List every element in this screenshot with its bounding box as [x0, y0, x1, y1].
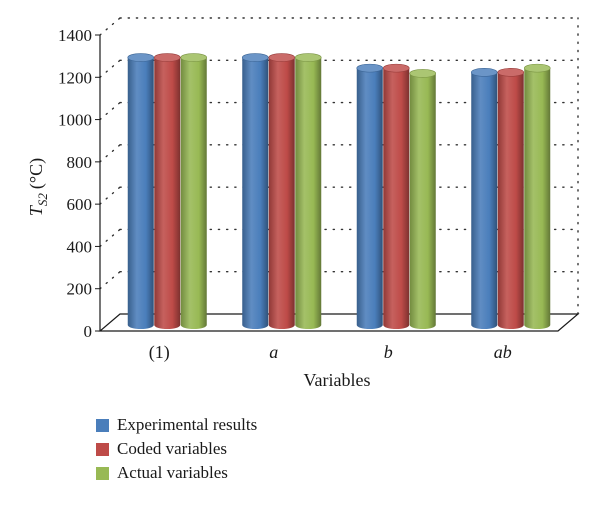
legend-label: Experimental results: [117, 415, 258, 434]
gridline-side: [99, 186, 121, 205]
legend-label: Actual variables: [117, 463, 228, 482]
gridlines: [99, 17, 579, 315]
legend-swatch: [96, 442, 109, 456]
bar-b-series-1: [382, 63, 410, 329]
gridline-side: [99, 228, 121, 248]
bar-body: [154, 57, 181, 330]
gridline-side: [99, 59, 121, 78]
bar-b-series-2: [409, 69, 437, 330]
bar-a-series-1: [268, 53, 296, 330]
y-tick-label: 800: [67, 153, 93, 172]
axes: [95, 34, 580, 332]
bar-ab-series-2: [523, 63, 551, 329]
floor: [98, 313, 580, 332]
y-axis-title: TS2(°C): [26, 158, 50, 216]
y-tick-label: 0: [84, 322, 93, 341]
y-tick-label: 200: [67, 280, 93, 299]
x-tick-label: a: [269, 342, 278, 362]
x-tick-label: (1): [149, 342, 170, 363]
y-tick-label: 1200: [58, 68, 92, 87]
bar-body: [127, 57, 154, 330]
bar-body: [497, 72, 524, 329]
bar-top: [127, 53, 155, 62]
bar-top: [382, 63, 410, 73]
gridline-side: [99, 17, 121, 36]
bar-top: [180, 53, 208, 62]
x-axis-title: Variables: [304, 370, 371, 390]
bars: [127, 53, 551, 330]
bar-top: [241, 53, 269, 62]
bar-top: [356, 63, 384, 73]
bar-top: [268, 53, 296, 62]
bar-body: [471, 72, 498, 329]
bar-ab-series-1: [497, 68, 525, 329]
x-tick-label: b: [384, 342, 393, 362]
bar-1-series-2: [180, 53, 208, 330]
bar-body: [268, 57, 295, 330]
bar-body: [409, 73, 436, 330]
legend-label: Coded variables: [117, 439, 227, 458]
bar-1-series-1: [153, 53, 181, 330]
legend-swatch: [96, 418, 109, 432]
gridline-side: [99, 271, 121, 290]
bar-top: [294, 53, 322, 62]
bar-top: [153, 53, 181, 62]
y-tick-label: 400: [67, 237, 93, 256]
legend: Experimental results Coded variables Actua…: [96, 413, 257, 485]
y-tick-label: 600: [67, 195, 93, 214]
bar-a-series-0: [241, 53, 269, 330]
gridline-side: [99, 101, 121, 121]
bar-1-series-0: [127, 53, 155, 330]
bar-b-series-0: [356, 63, 384, 329]
bar-body: [383, 68, 410, 329]
legend-item: Actual variables: [96, 461, 257, 485]
bar-body: [180, 57, 207, 330]
x-tick-label: ab: [494, 342, 512, 362]
bar-a-series-2: [294, 53, 322, 330]
legend-item: Experimental results: [96, 413, 257, 437]
bar-body: [524, 68, 551, 329]
y-tick-label: 1000: [58, 111, 92, 130]
bar-ab-series-0: [470, 68, 498, 329]
bar-top: [409, 69, 437, 78]
bar-body: [242, 57, 269, 330]
legend-swatch: [96, 466, 109, 480]
bar-body: [356, 68, 383, 329]
bar-body: [295, 57, 322, 330]
legend-item: Coded variables: [96, 437, 257, 461]
gridline-side: [99, 144, 121, 163]
bar-top: [497, 68, 525, 77]
bar-top: [470, 68, 498, 77]
bar-top: [523, 63, 551, 73]
y-tick-label: 1400: [58, 26, 92, 45]
